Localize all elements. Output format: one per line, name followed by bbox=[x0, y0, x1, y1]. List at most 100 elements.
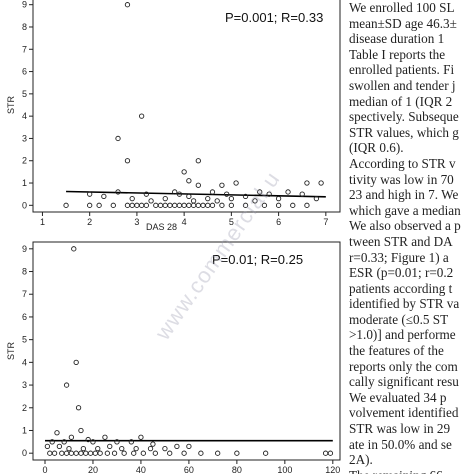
x-tick-label: 100 bbox=[277, 465, 292, 474]
data-point bbox=[101, 193, 107, 200]
y-tick-label: 3 bbox=[22, 380, 27, 390]
x-tick-label: 1 bbox=[40, 217, 45, 227]
data-point bbox=[322, 450, 329, 456]
x-tick-label: 4 bbox=[182, 217, 187, 227]
y-tick-label: 5 bbox=[22, 335, 27, 345]
y-tick-label: 9 bbox=[22, 244, 27, 254]
text-line: tivity was low in 70 bbox=[349, 171, 454, 187]
text-line: STR was low in 29 bbox=[349, 421, 451, 437]
data-point bbox=[75, 405, 82, 411]
data-point bbox=[71, 246, 77, 252]
y-tick-label: 2 bbox=[22, 403, 27, 413]
text-line: (IQR 0.6). bbox=[349, 140, 404, 156]
data-point bbox=[104, 450, 111, 456]
data-point bbox=[97, 450, 103, 456]
text-line: cally significant resu bbox=[349, 374, 459, 390]
data-point bbox=[87, 450, 94, 456]
data-point bbox=[162, 202, 168, 208]
chart-das28-svg: 0 1 2 3 4 5 6 7 8 9 1 2 3 4 5 6 7 STR DAS 28 P=0.001; R=0.3… bbox=[6, 0, 341, 232]
y-tick-label: 6 bbox=[22, 312, 27, 322]
data-point bbox=[304, 180, 310, 186]
regression-line bbox=[66, 190, 326, 198]
data-point bbox=[68, 450, 75, 456]
data-point bbox=[261, 202, 268, 208]
data-point bbox=[128, 439, 134, 445]
data-point bbox=[148, 198, 154, 204]
data-point bbox=[138, 202, 145, 208]
data-point bbox=[147, 445, 154, 452]
text-line: 2A). bbox=[349, 452, 373, 468]
data-point bbox=[275, 195, 282, 202]
data-point bbox=[167, 450, 173, 456]
data-point bbox=[176, 191, 183, 197]
data-point bbox=[219, 202, 225, 208]
data-point bbox=[90, 439, 96, 445]
data-point bbox=[186, 178, 192, 184]
data-point bbox=[257, 189, 263, 195]
data-point bbox=[209, 202, 216, 208]
data-point bbox=[162, 445, 168, 452]
data-point bbox=[63, 382, 70, 388]
data-point bbox=[83, 450, 89, 456]
data-point bbox=[119, 445, 125, 452]
x-tick-label: 5 bbox=[229, 217, 234, 227]
data-point bbox=[134, 202, 140, 208]
data-point bbox=[129, 195, 135, 202]
text-line: We also observed a p bbox=[349, 218, 461, 234]
data-point bbox=[73, 359, 79, 366]
data-point bbox=[327, 450, 334, 456]
data-point bbox=[114, 439, 120, 445]
x-tick-label: 6 bbox=[276, 217, 281, 227]
text-line: We evaluated 34 p bbox=[349, 389, 447, 405]
data-point bbox=[95, 445, 101, 452]
data-point bbox=[63, 202, 69, 208]
text-line: reports only the com bbox=[349, 358, 458, 374]
data-point bbox=[198, 450, 204, 456]
data-point bbox=[252, 198, 258, 204]
x-tick-label: 80 bbox=[232, 465, 242, 474]
data-point bbox=[266, 191, 272, 197]
data-point bbox=[54, 430, 60, 436]
data-point bbox=[143, 202, 150, 208]
data-point bbox=[157, 202, 164, 208]
text-line: STR values, which g bbox=[349, 124, 459, 140]
y-axis-label: STR bbox=[6, 341, 16, 360]
x-tick-label: 7 bbox=[323, 217, 328, 227]
text-line: volvement identified bbox=[349, 405, 459, 421]
data-point bbox=[215, 450, 221, 456]
x-tick-label: 60 bbox=[184, 465, 194, 474]
x-tick-label: 20 bbox=[88, 465, 98, 474]
stat-annotation: P=0.01; R=0.25 bbox=[212, 252, 303, 267]
data-point bbox=[181, 169, 187, 175]
y-tick-label: 8 bbox=[22, 267, 27, 277]
data-point bbox=[181, 450, 187, 456]
y-tick-label: 5 bbox=[22, 89, 27, 99]
data-point bbox=[153, 202, 159, 208]
text-line: median of 1 (IQR 2 bbox=[349, 93, 453, 109]
text-line: r=0.33; Figure 1) a bbox=[349, 249, 449, 265]
data-point bbox=[200, 202, 206, 208]
data-point bbox=[110, 202, 116, 208]
data-point bbox=[68, 434, 75, 440]
data-point bbox=[63, 450, 70, 456]
data-point bbox=[96, 202, 102, 208]
data-point bbox=[78, 450, 84, 456]
data-point bbox=[111, 450, 118, 456]
x-tick-label: 2 bbox=[87, 217, 92, 227]
text-line: spectively. Subseque bbox=[349, 109, 459, 125]
text-line: We enrolled 100 SL bbox=[349, 0, 455, 15]
text-line: tween STR and DA bbox=[349, 233, 453, 249]
data-point bbox=[56, 443, 63, 450]
data-point bbox=[121, 450, 127, 456]
data-point bbox=[152, 450, 158, 456]
chart-bottom-svg: 0 1 2 3 4 5 6 7 8 9 0 20 40 60 80 100 120 STR P=0.01; R=0.… bbox=[6, 241, 341, 474]
data-point bbox=[186, 443, 192, 450]
x-axis-label: DAS 28 bbox=[146, 222, 177, 232]
data-point bbox=[181, 202, 187, 208]
data-point bbox=[78, 427, 84, 434]
data-point bbox=[299, 191, 305, 197]
y-tick-label: 8 bbox=[22, 22, 27, 32]
data-point bbox=[115, 135, 121, 142]
text-line: disease duration 1 bbox=[349, 31, 445, 47]
data-point bbox=[242, 202, 249, 208]
